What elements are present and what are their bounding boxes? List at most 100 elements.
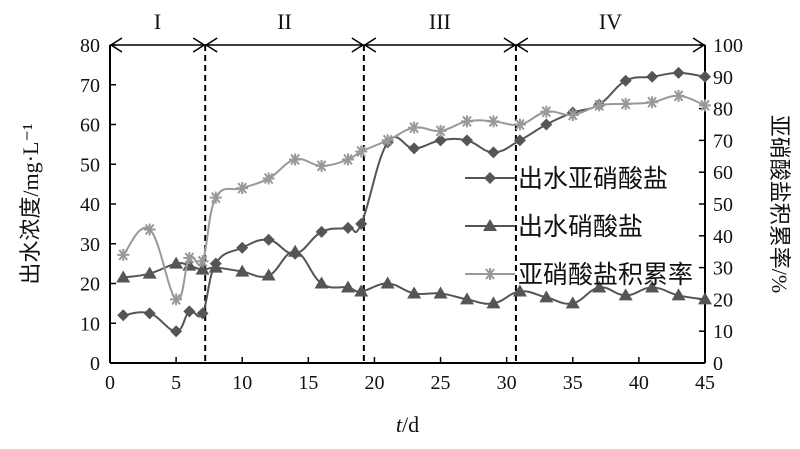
data-point-0 — [117, 309, 130, 322]
data-point-0 — [540, 118, 553, 131]
data-point-2 — [381, 134, 394, 147]
y2-tick-label: 90 — [713, 67, 733, 89]
data-point-0 — [236, 241, 249, 254]
data-point-0 — [434, 134, 447, 147]
data-point-1 — [235, 264, 250, 277]
data-point-2 — [196, 255, 209, 268]
data-point-1 — [354, 284, 369, 297]
data-point-0 — [315, 225, 328, 238]
x-tick-label: 30 — [497, 372, 517, 394]
data-point-2 — [236, 182, 249, 195]
phase-label: II — [277, 9, 292, 34]
y2-tick-label: 20 — [713, 289, 733, 311]
data-point-2 — [342, 153, 354, 166]
y2-tick-label: 30 — [713, 258, 733, 280]
y2-axis-label: 亚硝酸盐积累率/% — [767, 115, 792, 293]
y-tick-label: 80 — [80, 35, 100, 57]
phase-arrowheads — [515, 37, 706, 53]
data-point-1 — [460, 292, 474, 305]
data-point-1 — [314, 276, 329, 289]
data-point-0 — [699, 70, 711, 83]
x-axis-label: t/d — [396, 412, 419, 437]
data-point-1 — [116, 270, 131, 283]
data-point-2 — [487, 115, 500, 128]
phase-label: III — [429, 9, 451, 34]
x-tick-label: 0 — [105, 372, 115, 394]
y2-tick-label: 70 — [713, 130, 733, 152]
data-point-1 — [592, 280, 607, 293]
data-point-0 — [408, 142, 421, 155]
data-point-1 — [433, 286, 448, 299]
data-point-2 — [672, 89, 685, 102]
data-point-0 — [196, 307, 209, 320]
legend-marker-1 — [483, 219, 497, 231]
phase-label: I — [154, 9, 161, 34]
legend-marker-0 — [484, 172, 496, 184]
y2-tick-label: 60 — [713, 162, 733, 184]
data-point-2 — [408, 121, 421, 134]
data-point-0 — [461, 134, 473, 147]
data-point-2 — [513, 118, 526, 131]
y-tick-label: 30 — [80, 234, 100, 256]
data-point-1 — [407, 286, 422, 299]
data-point-1 — [486, 296, 501, 309]
data-point-2 — [619, 97, 632, 110]
data-point-0 — [619, 74, 632, 87]
x-tick-label: 20 — [364, 372, 384, 394]
legend-label-2: 亚硝酸盐积累率 — [518, 261, 693, 289]
y2-tick-label: 0 — [713, 353, 723, 375]
data-point-1 — [341, 280, 355, 293]
data-point-2 — [540, 105, 553, 118]
data-point-2 — [117, 248, 130, 261]
data-point-0 — [646, 70, 659, 83]
data-point-2 — [262, 172, 275, 185]
data-point-1 — [142, 266, 157, 279]
y-tick-label: 60 — [80, 115, 100, 137]
data-point-2 — [170, 293, 183, 306]
data-point-1 — [380, 276, 395, 289]
data-point-2 — [461, 115, 473, 128]
data-point-2 — [289, 153, 302, 166]
y-tick-label: 40 — [80, 194, 100, 216]
x-tick-label: 35 — [563, 372, 583, 394]
data-point-0 — [487, 146, 500, 159]
data-point-1 — [512, 284, 527, 297]
x-tick-label: 45 — [695, 372, 715, 394]
data-point-2 — [593, 99, 606, 112]
data-point-1 — [288, 244, 303, 257]
data-point-0 — [170, 325, 183, 338]
x-tick-label: 5 — [171, 372, 181, 394]
data-point-1 — [645, 280, 660, 293]
y2-tick-label: 80 — [713, 99, 733, 121]
data-point-1 — [169, 256, 184, 269]
x-tick-label: 25 — [431, 372, 451, 394]
data-point-0 — [143, 307, 156, 320]
data-point-0 — [183, 305, 196, 318]
y-tick-label: 50 — [80, 154, 100, 176]
data-point-0 — [672, 66, 685, 79]
data-point-1 — [565, 296, 580, 309]
data-point-1 — [208, 260, 223, 273]
data-point-1 — [671, 288, 686, 301]
data-point-1 — [195, 262, 210, 275]
data-point-0 — [355, 217, 368, 230]
data-point-2 — [699, 99, 711, 112]
y-tick-label: 20 — [80, 274, 100, 296]
y2-tick-label: 40 — [713, 226, 733, 248]
data-point-2 — [315, 159, 328, 172]
legend-marker-2 — [484, 268, 496, 280]
data-point-2 — [646, 96, 659, 109]
data-point-2 — [209, 191, 222, 204]
x-tick-label: 15 — [298, 372, 318, 394]
y-tick-label: 0 — [90, 353, 100, 375]
y2-tick-label: 50 — [713, 194, 733, 216]
data-point-2 — [355, 145, 368, 158]
phase-label: IV — [599, 9, 622, 34]
y-tick-label: 10 — [80, 313, 100, 335]
y-tick-label: 70 — [80, 75, 100, 97]
y2-tick-label: 10 — [713, 321, 733, 343]
data-point-0 — [342, 221, 354, 234]
x-tick-label: 40 — [629, 372, 649, 394]
phase-arrowheads — [363, 37, 517, 53]
